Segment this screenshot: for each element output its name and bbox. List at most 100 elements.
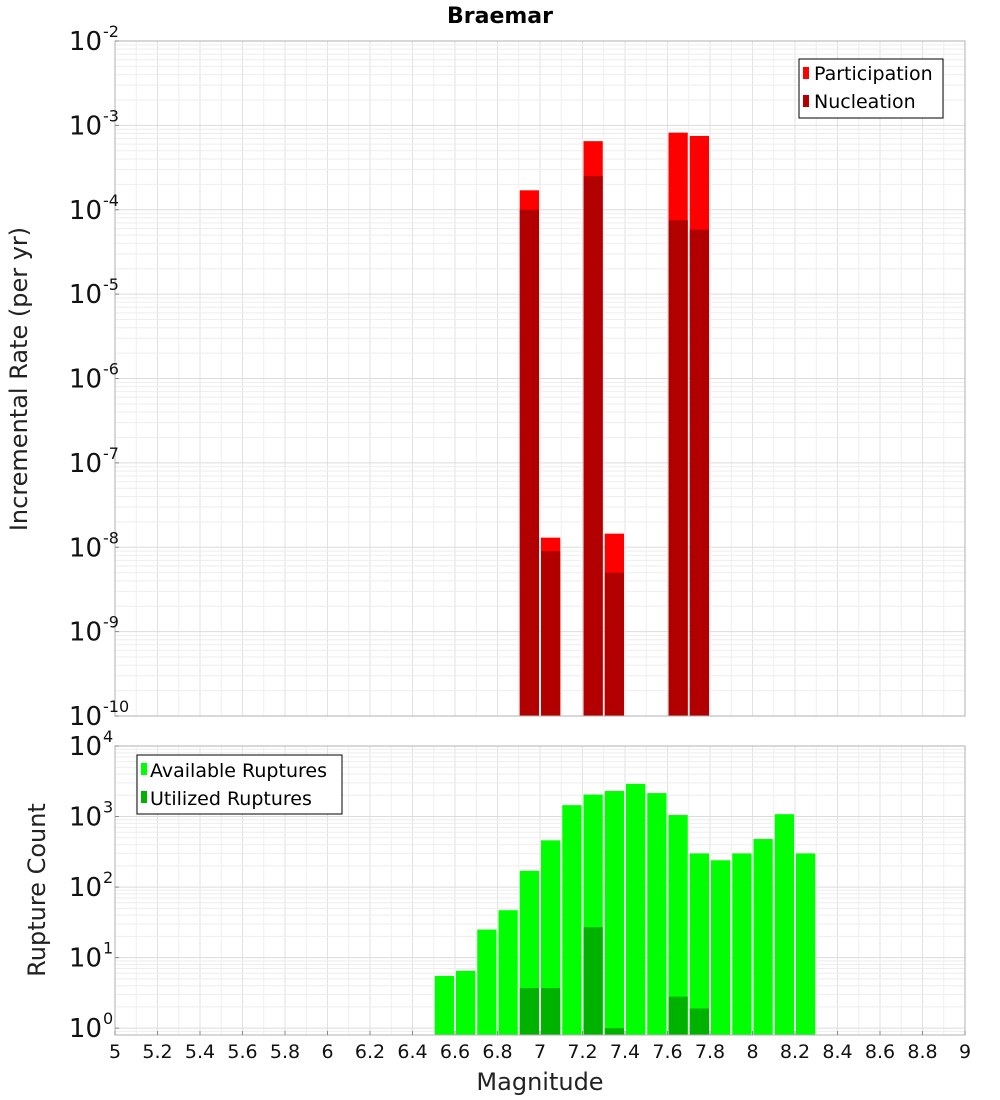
x-tick-label: 8.4: [822, 1041, 852, 1063]
bottom-legend-box: [136, 754, 343, 815]
y-tick-label-base: 10: [69, 944, 102, 974]
y-tick-label-base: 10: [69, 111, 102, 141]
top-bars: [519, 132, 709, 717]
legend-label-utilized-ruptures: Utilized Ruptures: [150, 788, 312, 810]
legend-label-nucleation: Nucleation: [814, 91, 916, 113]
bar-nucleation: [689, 229, 709, 717]
legend-label-participation: Participation: [814, 63, 933, 85]
bar-available-ruptures: [456, 970, 476, 1035]
bar-utilized-ruptures: [519, 988, 539, 1035]
bottom-y-axis-label: Rupture Count: [23, 803, 51, 977]
x-axis-label: Magnitude: [476, 1068, 603, 1096]
bar-nucleation: [541, 551, 561, 716]
bar-nucleation: [668, 220, 688, 717]
x-tick-label: 6.6: [440, 1041, 470, 1063]
bar-available-ruptures: [774, 814, 794, 1035]
x-tick-label: 6.4: [397, 1041, 427, 1063]
y-tick-label-base: 10: [69, 732, 102, 762]
bar-available-ruptures: [434, 975, 454, 1035]
y-tick-label-base: 10: [69, 702, 102, 732]
bar-available-ruptures: [668, 815, 688, 1035]
bottom-bars: [434, 783, 816, 1035]
x-tick-label: 7.6: [652, 1041, 682, 1063]
top-legend: Participation Nucleation: [798, 58, 944, 119]
x-tick-label: 5.6: [227, 1041, 257, 1063]
x-tick-label: 6.8: [482, 1041, 512, 1063]
bar-available-ruptures: [689, 853, 709, 1035]
legend-label-available-ruptures: Available Ruptures: [150, 760, 327, 782]
y-tick-label-base: 10: [69, 873, 102, 903]
bar-nucleation: [583, 176, 603, 716]
y-tick-label-base: 10: [69, 618, 102, 648]
y-tick-label-base: 10: [69, 27, 102, 57]
bar-available-ruptures: [796, 853, 816, 1035]
top-legend-box: [798, 58, 944, 119]
bar-available-ruptures: [477, 929, 497, 1035]
x-tick-label: 8: [746, 1041, 758, 1063]
y-tick-label-exponent: -8: [103, 528, 119, 547]
bar-nucleation: [604, 572, 624, 716]
bar-available-ruptures: [626, 783, 646, 1035]
y-tick-label-base: 10: [69, 533, 102, 563]
y-tick-label-exponent: -3: [103, 106, 119, 125]
legend-swatch-utilized-ruptures: [141, 791, 147, 803]
y-tick-label-exponent: -10: [103, 697, 129, 716]
y-tick-label-exponent: 3: [103, 798, 113, 817]
bar-available-ruptures: [562, 805, 582, 1035]
x-tick-label: 8.2: [780, 1041, 810, 1063]
bar-utilized-ruptures: [583, 927, 603, 1035]
bottom-x-ticks: 5 5.2 5.4 5.6 5.8 6 6.2 6.4 6.6 6.8 7 7.2 7.4 7.6 7.8 8…: [109, 1031, 971, 1063]
bar-available-ruptures: [732, 853, 752, 1035]
bar-nucleation: [519, 209, 539, 716]
x-tick-label: 7.8: [695, 1041, 725, 1063]
x-tick-label: 8.6: [865, 1041, 895, 1063]
x-tick-label: 5.4: [185, 1041, 215, 1063]
bar-available-ruptures: [498, 910, 518, 1035]
y-tick-label-exponent: -2: [103, 22, 119, 41]
chart-title: Braemar: [447, 4, 553, 29]
y-tick-label-exponent: -7: [103, 444, 119, 463]
legend-swatch-participation: [803, 67, 809, 79]
y-tick-label-base: 10: [69, 449, 102, 479]
y-tick-label-base: 10: [69, 1014, 102, 1044]
x-tick-label: 6.2: [355, 1041, 385, 1063]
x-tick-label: 5.2: [142, 1041, 172, 1063]
y-tick-label-exponent: -4: [103, 191, 119, 210]
y-tick-label-exponent: 1: [103, 939, 113, 958]
top-grid: [114, 40, 966, 717]
y-tick-label-exponent: 2: [103, 868, 113, 887]
y-tick-label-exponent: -9: [103, 613, 119, 632]
legend-swatch-nucleation: [803, 95, 809, 107]
bottom-legend: Available Ruptures Utilized Ruptures: [136, 754, 343, 815]
bar-utilized-ruptures: [541, 988, 561, 1035]
y-tick-label-exponent: 0: [103, 1009, 113, 1028]
y-tick-label-exponent: -6: [103, 360, 119, 379]
y-tick-label-base: 10: [69, 803, 102, 833]
x-tick-label: 7.4: [610, 1041, 640, 1063]
x-tick-label: 6: [321, 1041, 333, 1063]
x-tick-label: 7: [534, 1041, 546, 1063]
x-tick-label: 5: [109, 1041, 121, 1063]
x-tick-label: 9: [959, 1041, 971, 1063]
y-tick-label-base: 10: [69, 280, 102, 310]
y-tick-label-base: 10: [69, 365, 102, 395]
bar-available-ruptures: [647, 793, 667, 1035]
y-tick-label-exponent: 4: [103, 727, 113, 746]
legend-swatch-available-ruptures: [141, 763, 147, 775]
bar-available-ruptures: [711, 860, 731, 1035]
x-tick-label: 7.2: [567, 1041, 597, 1063]
bar-utilized-ruptures: [668, 996, 688, 1035]
bar-utilized-ruptures: [689, 1008, 709, 1035]
x-tick-label: 5.8: [270, 1041, 300, 1063]
top-y-axis-label: Incremental Rate (per yr): [5, 227, 33, 531]
bar-available-ruptures: [541, 840, 561, 1035]
bar-available-ruptures: [753, 839, 773, 1035]
x-tick-label: 8.8: [907, 1041, 937, 1063]
bar-available-ruptures: [604, 791, 624, 1035]
y-tick-label-base: 10: [69, 196, 102, 226]
